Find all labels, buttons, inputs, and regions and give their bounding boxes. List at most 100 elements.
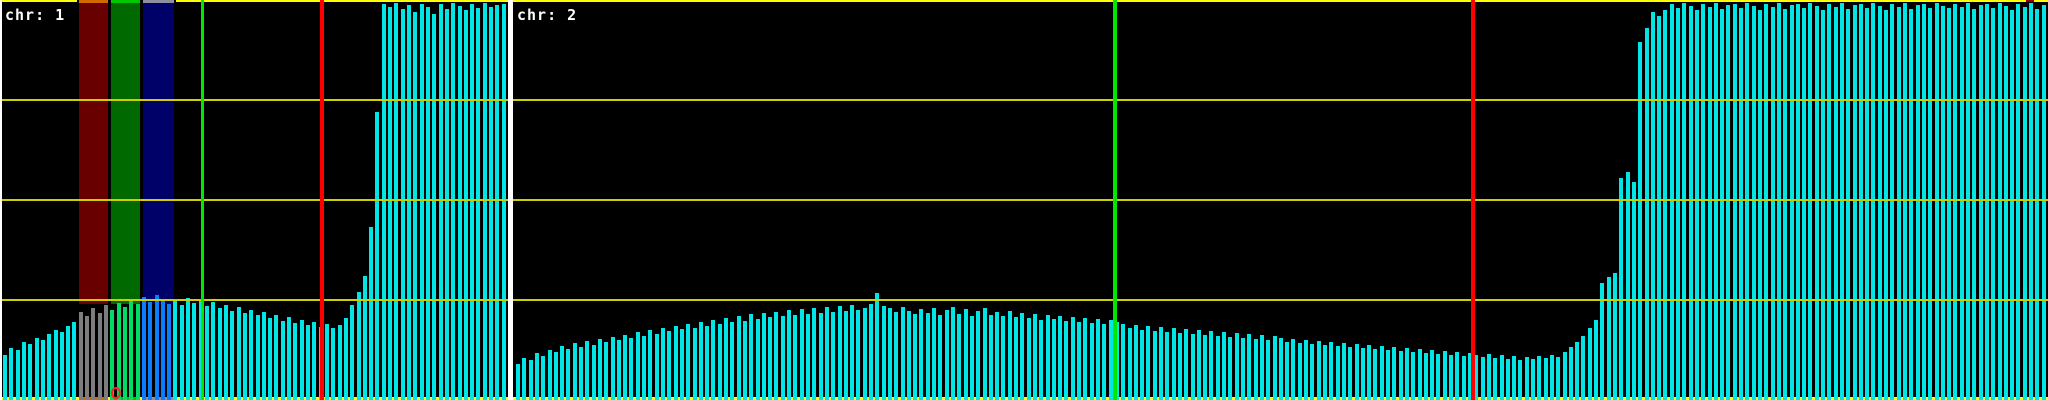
- coverage-bar: [844, 311, 848, 400]
- coverage-bar: [1588, 328, 1592, 400]
- coverage-bar: [617, 340, 621, 400]
- coverage-bar: [1764, 4, 1768, 400]
- coverage-bar: [1733, 4, 1737, 400]
- coverage-bar: [1058, 316, 1062, 400]
- coverage-bar: [3, 355, 7, 400]
- coverage-bar: [1367, 345, 1371, 400]
- coverage-bar: [1619, 178, 1623, 400]
- coverage-bar: [1903, 3, 1907, 400]
- coverage-bar: [173, 301, 177, 400]
- coverage-bar: [420, 4, 424, 400]
- coverage-bar: [104, 305, 108, 400]
- coverage-bar: [768, 317, 772, 400]
- coverage-bar: [167, 304, 171, 400]
- coverage-bar: [1701, 4, 1705, 400]
- coverage-bar: [489, 7, 493, 400]
- coverage-bar: [611, 337, 615, 400]
- coverage-bar: [1191, 334, 1195, 400]
- coverage-bar: [793, 315, 797, 400]
- coverage-bar: [800, 309, 804, 400]
- coverage-bar: [1739, 8, 1743, 400]
- coverage-bar: [737, 316, 741, 400]
- coverage-bar: [1254, 339, 1258, 400]
- band-red: [79, 2, 108, 304]
- coverage-bar: [1953, 4, 1957, 400]
- coverage-bar: [1197, 330, 1201, 400]
- coverage-bar: [1884, 10, 1888, 400]
- coverage-bar: [1411, 352, 1415, 400]
- coverage-bar: [382, 4, 386, 400]
- coverage-bar: [951, 307, 955, 400]
- coverage-bar: [1241, 338, 1245, 400]
- coverage-bar: [1909, 9, 1913, 400]
- coverage-bar: [110, 310, 114, 400]
- coverage-bar: [863, 308, 867, 400]
- coverage-bar: [787, 310, 791, 400]
- coverage-bar: [945, 310, 949, 400]
- coverage-bar: [1890, 4, 1894, 400]
- coverage-bar: [1865, 8, 1869, 400]
- coverage-bar: [1632, 182, 1636, 400]
- coverage-bar: [1714, 3, 1718, 400]
- coverage-bar: [1020, 313, 1024, 400]
- coverage-bar: [1834, 7, 1838, 400]
- coverage-bar: [1960, 7, 1964, 400]
- coverage-bar: [1506, 359, 1510, 400]
- coverage-bar: [995, 312, 999, 400]
- coverage-bar: [2004, 6, 2008, 400]
- gridline-mid-3: [0, 299, 2048, 301]
- coverage-bar: [554, 352, 558, 400]
- coverage-bar: [1626, 172, 1630, 400]
- coverage-bar: [1897, 7, 1901, 400]
- coverage-bar: [642, 336, 646, 400]
- coverage-bar: [1266, 340, 1270, 400]
- coverage-bar: [919, 309, 923, 400]
- coverage-bar: [730, 322, 734, 400]
- coverage-bar: [142, 297, 146, 400]
- coverage-bar: [938, 315, 942, 400]
- coverage-bar: [1752, 6, 1756, 400]
- coverage-bar: [85, 316, 89, 400]
- coverage-bar: [1304, 340, 1308, 400]
- coverage-bar: [781, 316, 785, 400]
- coverage-bar: [338, 325, 342, 400]
- coverage-bar: [1247, 334, 1251, 400]
- coverage-bar: [47, 334, 51, 400]
- coverage-bar: [1796, 4, 1800, 400]
- coverage-bar: [964, 309, 968, 400]
- coverage-bar: [281, 321, 285, 400]
- coverage-bar: [123, 307, 127, 400]
- coverage-bar: [1172, 328, 1176, 400]
- coverage-bar: [1455, 352, 1459, 400]
- coverage-bar: [1184, 329, 1188, 400]
- coverage-bar: [375, 112, 379, 400]
- coverage-bar: [1209, 331, 1213, 400]
- coverage-bar: [66, 326, 70, 400]
- coverage-bar: [850, 305, 854, 400]
- coverage-bar: [970, 316, 974, 400]
- gridline-bottom: [0, 397, 2048, 400]
- coverage-bar: [1216, 336, 1220, 400]
- coverage-bar: [470, 4, 474, 400]
- coverage-bar: [901, 307, 905, 400]
- coverage-bar: [1941, 6, 1945, 400]
- coverage-bar: [705, 326, 709, 400]
- coverage-bar: [926, 313, 930, 400]
- coverage-bar: [1745, 3, 1749, 400]
- coverage-bar: [262, 312, 266, 400]
- coverage-bar: [674, 326, 678, 400]
- coverage-bar: [1342, 343, 1346, 400]
- coverage-bar: [957, 314, 961, 400]
- coverage-bar: [1947, 8, 1951, 400]
- coverage-bar: [98, 313, 102, 400]
- coverage-bar: [1291, 339, 1295, 400]
- coverage-bar: [831, 312, 835, 400]
- coverage-bar: [1670, 4, 1674, 400]
- coverage-bar: [1594, 320, 1598, 400]
- coverage-bar: [287, 317, 291, 400]
- coverage-bar: [9, 348, 13, 400]
- coverage-bar: [293, 323, 297, 400]
- coverage-bar: [1222, 332, 1226, 400]
- coverage-bar: [541, 356, 545, 400]
